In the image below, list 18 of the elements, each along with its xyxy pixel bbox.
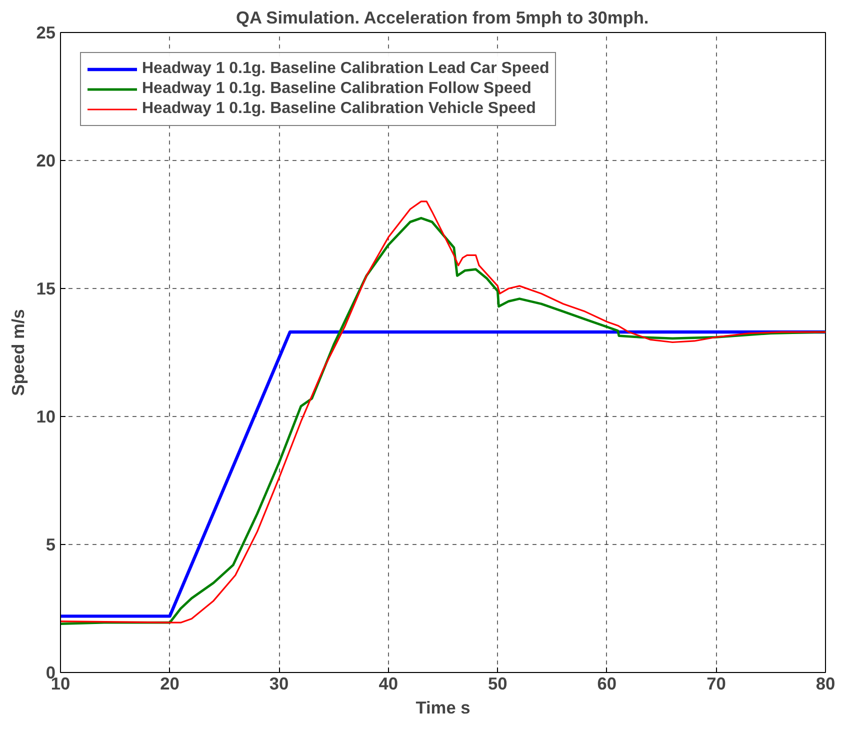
x-tick-label: 50: [488, 674, 508, 694]
y-tick-label: 5: [46, 534, 56, 554]
y-tick-label: 10: [36, 406, 56, 426]
x-axis-title: Time s: [416, 698, 470, 718]
x-tick-label: 20: [160, 674, 180, 694]
y-tick-label: 20: [36, 150, 56, 170]
x-tick-label: 60: [597, 674, 617, 694]
y-tick-label: 25: [36, 22, 56, 42]
y-tick-label: 15: [36, 278, 56, 298]
legend-label: Headway 1 0.1g. Baseline Calibration Follow Speed: [142, 80, 532, 98]
x-tick-label: 30: [269, 674, 289, 694]
x-tick-label: 80: [816, 674, 836, 694]
legend-label: Headway 1 0.1g. Baseline Calibration Vehicle Speed: [142, 100, 536, 118]
legend-label: Headway 1 0.1g. Baseline Calibration Lead Car Speed: [142, 60, 550, 78]
x-tick-label: 70: [706, 674, 726, 694]
y-axis-title: Speed m/s: [8, 309, 28, 396]
x-tick-label: 40: [378, 674, 398, 694]
chart-title: QA Simulation. Acceleration from 5mph to 30mph.: [236, 8, 649, 28]
